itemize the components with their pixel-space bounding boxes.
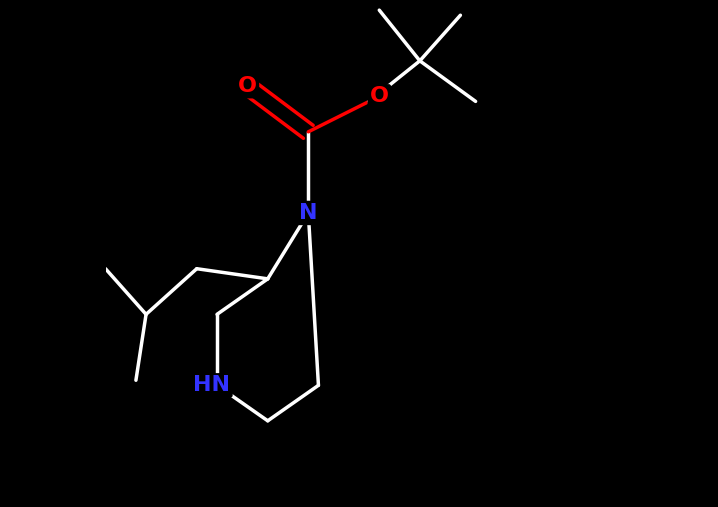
Text: O: O [238,76,257,96]
Text: O: O [370,86,388,106]
Text: N: N [299,203,317,223]
Text: HN: HN [193,375,230,395]
